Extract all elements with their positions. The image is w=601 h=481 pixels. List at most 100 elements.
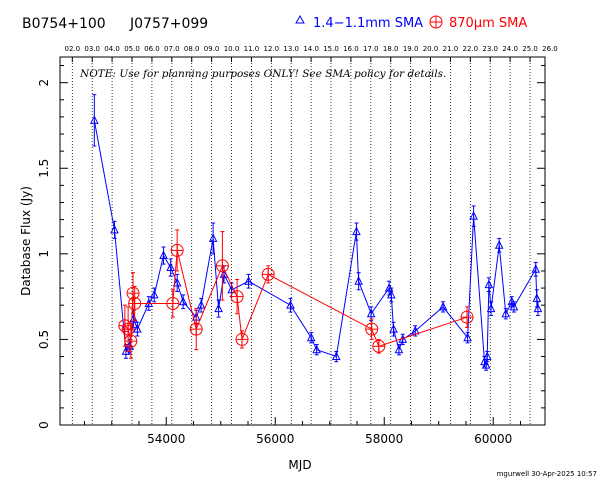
data-point bbox=[110, 224, 119, 234]
top-tick-label: 21.0 bbox=[443, 45, 459, 53]
top-tick-label: 14.0 bbox=[303, 45, 319, 53]
x-tick-label: 54000 bbox=[147, 432, 185, 446]
top-tick-label: 11.0 bbox=[244, 45, 260, 53]
x-tick-label: 56000 bbox=[256, 432, 294, 446]
top-tick-label: 06.0 bbox=[144, 45, 160, 53]
data-point bbox=[482, 351, 492, 361]
data-point bbox=[509, 301, 519, 311]
data-point bbox=[124, 334, 138, 348]
data-point bbox=[387, 289, 396, 299]
top-tick-label: 26.0 bbox=[542, 45, 558, 53]
data-point bbox=[166, 296, 180, 310]
data-point bbox=[149, 289, 159, 299]
top-tick-label: 08.0 bbox=[184, 45, 200, 53]
data-point bbox=[261, 267, 275, 281]
data-point bbox=[208, 233, 218, 242]
header: B0754+100 J0757+099 1.4−1.1mm SMA 870μm … bbox=[22, 14, 527, 32]
top-axis: 02.0 03.0 04.0 05.0 06.0 07.0 08.0 09.0 10.0 11.0… bbox=[65, 45, 558, 62]
data-point bbox=[189, 322, 203, 336]
data-point bbox=[331, 351, 341, 361]
y-tick-label: 0 bbox=[37, 421, 51, 429]
source-name-1: B0754+100 bbox=[22, 16, 106, 32]
x-tick-label: 58000 bbox=[365, 432, 403, 446]
year-gridlines bbox=[71, 57, 531, 425]
data-point bbox=[366, 308, 376, 318]
data-point bbox=[230, 290, 244, 304]
y-tick-label: 1.5 bbox=[37, 159, 51, 178]
x-tick-label: 60000 bbox=[474, 432, 512, 446]
data-point bbox=[486, 303, 496, 313]
top-tick-label: 24.0 bbox=[502, 45, 518, 53]
data-point bbox=[365, 322, 379, 336]
top-tick-label: 10.0 bbox=[224, 45, 240, 53]
data-point bbox=[484, 279, 494, 289]
top-tick-label: 20.0 bbox=[423, 45, 439, 53]
legend-label-red: 870μm SMA bbox=[449, 16, 527, 31]
top-tick-label: 03.0 bbox=[84, 45, 100, 53]
data-point bbox=[463, 332, 472, 342]
data-point bbox=[494, 240, 504, 249]
data-point bbox=[460, 310, 474, 324]
top-tick-label: 15.0 bbox=[323, 45, 339, 53]
data-point bbox=[306, 332, 316, 342]
data-point bbox=[121, 322, 135, 336]
x-axis: 54000 56000 58000 60000 bbox=[84, 417, 521, 446]
top-tick-label: 22.0 bbox=[463, 45, 479, 53]
top-tick-label: 16.0 bbox=[343, 45, 359, 53]
top-tick-label: 12.0 bbox=[264, 45, 280, 53]
top-tick-label: 25.0 bbox=[522, 45, 538, 53]
data-point bbox=[128, 296, 142, 310]
data-point bbox=[394, 344, 404, 354]
y-tick-label: 0.5 bbox=[37, 330, 51, 349]
top-tick-label: 19.0 bbox=[403, 45, 419, 53]
data-point bbox=[214, 303, 223, 313]
data-point bbox=[501, 308, 511, 318]
top-tick-label: 05.0 bbox=[124, 45, 140, 53]
data-point bbox=[438, 301, 448, 311]
data-point bbox=[144, 298, 154, 307]
top-tick-label: 13.0 bbox=[283, 45, 299, 53]
data-point bbox=[133, 324, 142, 333]
data-point bbox=[178, 296, 188, 306]
data-point bbox=[354, 276, 363, 285]
data-point bbox=[469, 211, 478, 220]
data-point bbox=[352, 226, 361, 236]
data-point bbox=[286, 300, 295, 309]
data-point bbox=[170, 243, 184, 257]
data-point bbox=[166, 262, 175, 272]
top-tick-label: 04.0 bbox=[104, 45, 120, 53]
data-point bbox=[90, 115, 99, 124]
series-blue bbox=[90, 94, 543, 371]
top-tick-label: 17.0 bbox=[363, 45, 379, 53]
legend-circle-plus-icon bbox=[429, 15, 443, 29]
data-point bbox=[196, 300, 206, 309]
data-point bbox=[481, 359, 491, 369]
data-point bbox=[172, 277, 182, 287]
data-point bbox=[159, 250, 168, 260]
data-point bbox=[533, 303, 543, 313]
series-line bbox=[93, 120, 539, 367]
top-tick-label: 02.0 bbox=[65, 45, 81, 53]
data-point bbox=[215, 259, 229, 273]
data-point bbox=[389, 324, 398, 333]
top-tick-label: 23.0 bbox=[482, 45, 498, 53]
data-point bbox=[244, 276, 253, 285]
planning-note: NOTE: Use for planning purposes ONLY! Se… bbox=[79, 68, 446, 80]
top-tick-label: 09.0 bbox=[204, 45, 220, 53]
data-point bbox=[312, 344, 321, 354]
y-axis: 0 0.5 1 1.5 2 bbox=[37, 65, 545, 429]
data-point bbox=[372, 339, 386, 353]
series-red bbox=[118, 229, 474, 359]
source-name-2: J0757+099 bbox=[129, 16, 208, 32]
top-tick-label: 18.0 bbox=[383, 45, 399, 53]
y-axis-label: Database Flux (Jy) bbox=[19, 186, 33, 296]
legend-triangle-icon bbox=[295, 14, 305, 24]
footer-credit: mgurwell 30-Apr-2025 10:57 bbox=[497, 470, 597, 478]
top-tick-label: 07.0 bbox=[164, 45, 180, 53]
data-point bbox=[118, 319, 132, 333]
data-point bbox=[235, 332, 249, 346]
legend-label-blue: 1.4−1.1mm SMA bbox=[313, 16, 423, 31]
data-point bbox=[531, 264, 541, 273]
y-tick-label: 2 bbox=[37, 79, 51, 87]
